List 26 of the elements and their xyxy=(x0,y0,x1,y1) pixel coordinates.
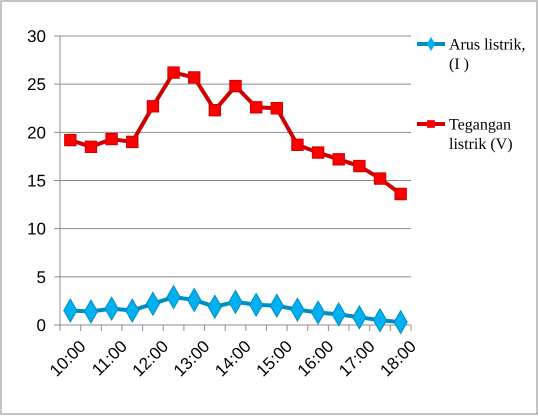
point xyxy=(250,101,262,114)
point xyxy=(270,102,283,114)
y-tick-label: 5 xyxy=(36,268,46,287)
point xyxy=(84,140,98,153)
y-tick-label: 15 xyxy=(27,171,46,190)
y-tick-label: 10 xyxy=(27,220,46,239)
legend-label: Tegangan listrik (V) xyxy=(449,116,513,153)
point xyxy=(126,136,138,148)
point xyxy=(353,160,366,172)
y-tick-label: 25 xyxy=(27,75,46,94)
point xyxy=(291,138,304,152)
point xyxy=(374,172,386,185)
point xyxy=(64,134,77,146)
point xyxy=(146,100,160,113)
legend-label: Arus listrik, (I ) xyxy=(449,36,526,73)
y-tick-label: 0 xyxy=(36,316,46,335)
y-tick-label: 20 xyxy=(27,123,46,142)
point xyxy=(188,71,200,84)
point xyxy=(229,80,242,92)
point xyxy=(167,66,180,79)
point xyxy=(105,132,118,146)
point xyxy=(332,153,345,166)
y-tick-label: 30 xyxy=(27,26,46,46)
point xyxy=(394,188,407,200)
point xyxy=(312,146,324,159)
point xyxy=(208,104,222,116)
